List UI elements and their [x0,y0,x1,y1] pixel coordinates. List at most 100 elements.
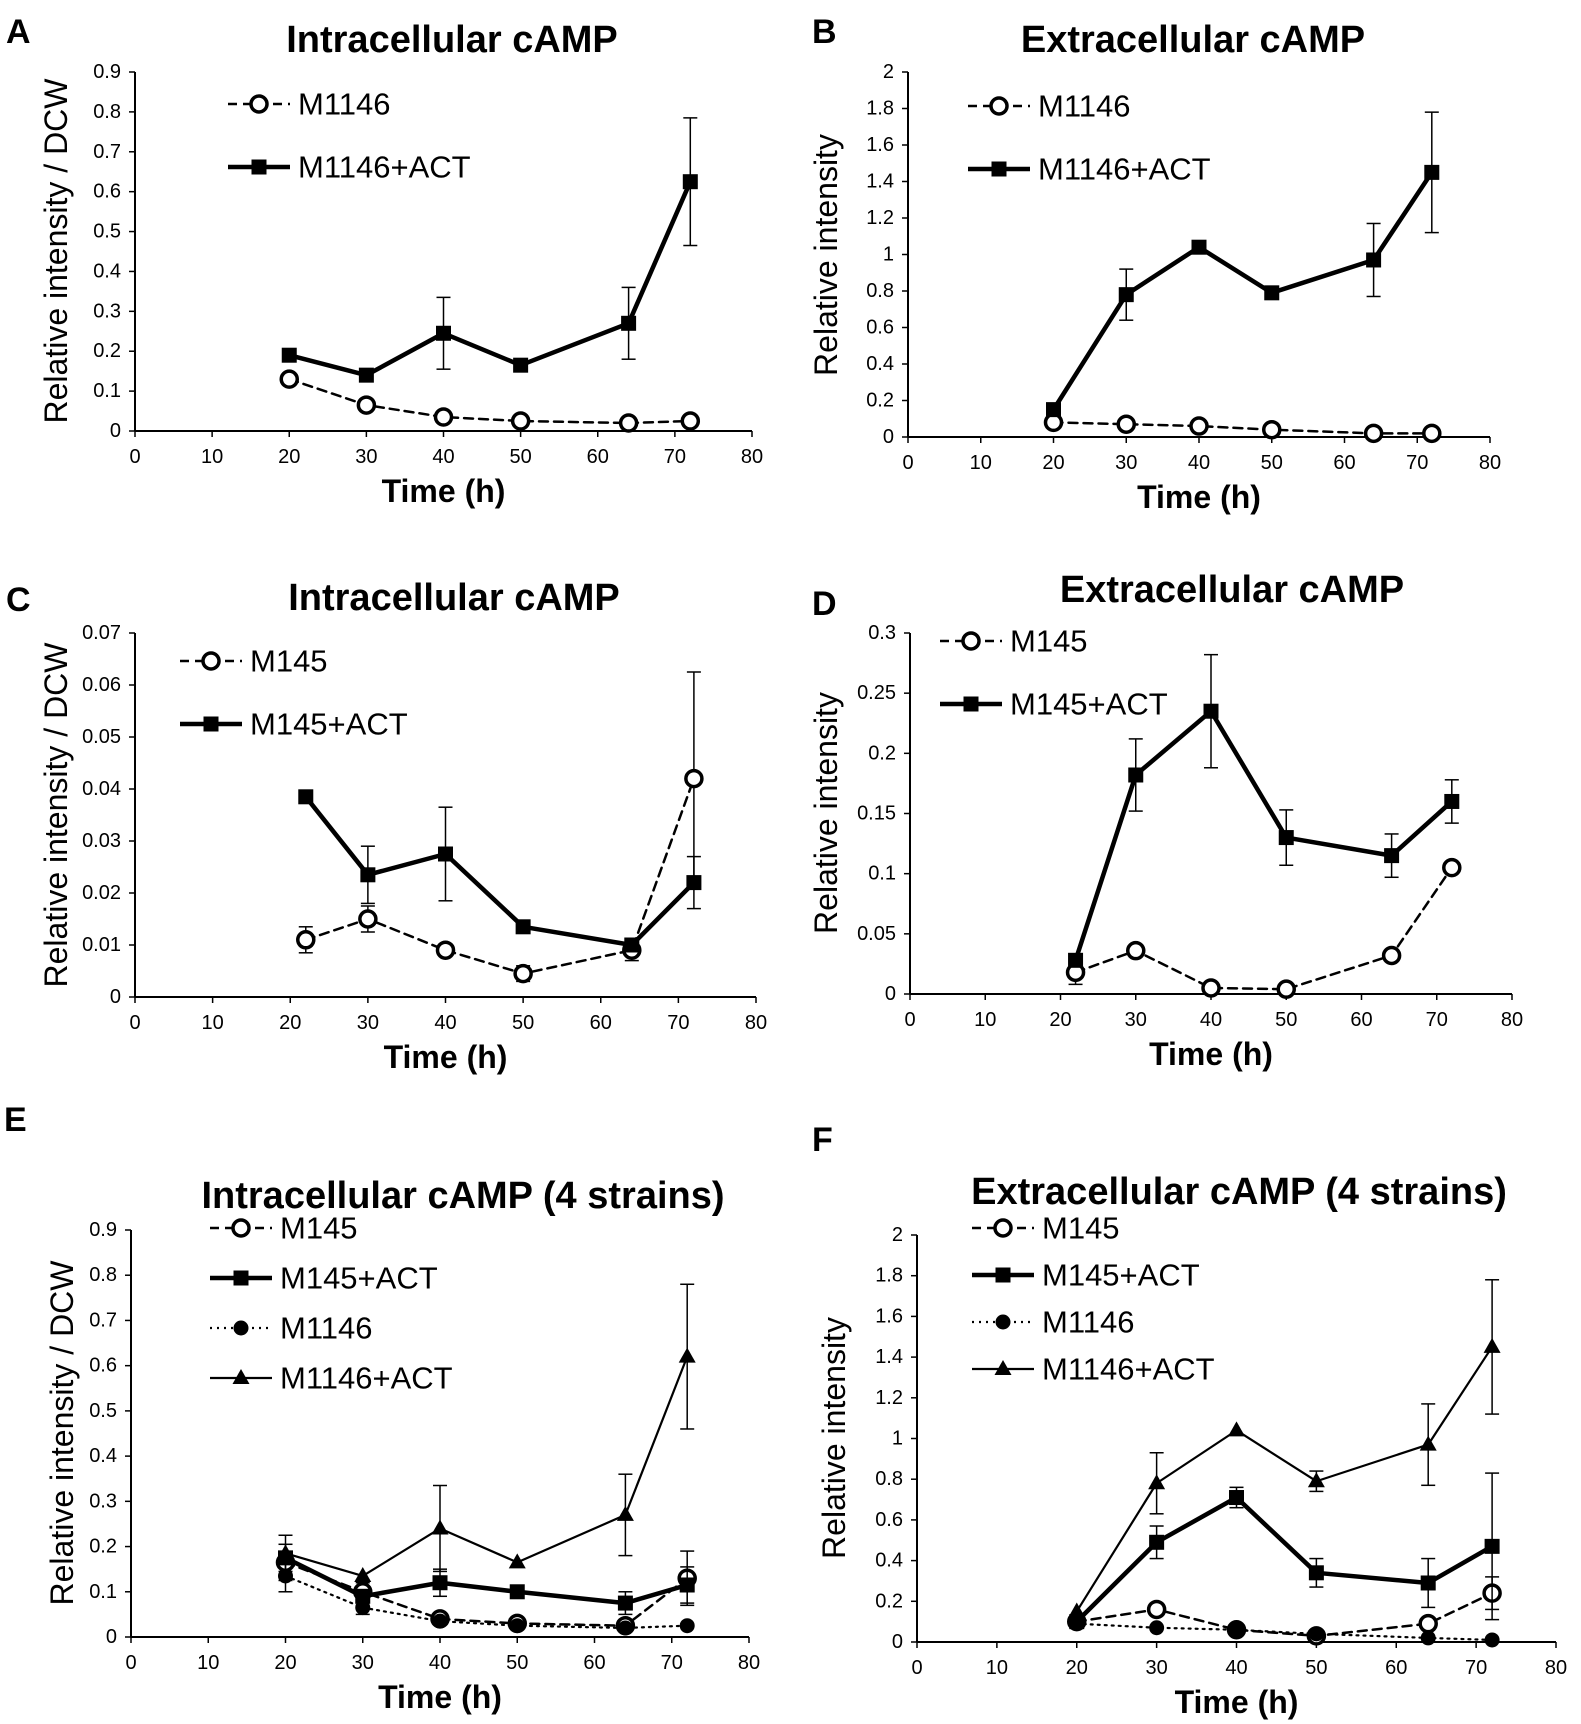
data-point [1278,830,1294,846]
data-point [515,919,531,935]
data-point [1126,940,1146,961]
legend-marker [994,1360,1012,1375]
x-tick-label: 10 [974,1009,996,1031]
data-point [279,369,299,389]
y-tick-label: 1.8 [866,98,894,120]
chart-panel-f: F Extracellular cAMP (4 strains) 0 0.2 0.4 0.… [812,1121,1567,1720]
y-tick-label: 0 [883,426,894,448]
x-tick-label: 80 [745,1012,767,1034]
y-tick-label: 0.8 [866,280,894,302]
series-m145-plus-act [298,789,702,953]
x-axis-title-c: Time (h) [384,1039,508,1075]
data-point [1068,1602,1086,1618]
data-point [1118,287,1134,303]
data-point [621,315,637,331]
x-tick-label: 60 [1333,452,1355,474]
data-point [1128,767,1144,783]
data-point [1442,857,1462,878]
y-tick-label: 0.03 [82,830,121,852]
data-point [510,411,531,431]
data-point [355,1600,371,1616]
y-tick-label: 1.6 [866,134,894,156]
data-point [1229,1622,1244,1638]
x-tick-label: 20 [279,1012,301,1034]
x-tick-label: 80 [738,1652,760,1674]
data-point [679,1577,695,1593]
legend-label: M145+ACT [250,707,408,742]
legend-label: M1146+ACT [1042,1352,1215,1387]
data-point [1418,1613,1438,1634]
data-point [277,1544,294,1560]
y-tick-label: 0.5 [93,221,121,243]
chart-panel-b: B Extracellular cAMP 0 0.2 0.4 0.6 0.8 1 1.2 1.4 1… [808,13,1501,515]
data-point [358,367,374,383]
data-point [1307,1472,1325,1488]
legend-marker [233,1320,249,1336]
legend-marker [232,1369,250,1384]
x-tick-label: 0 [125,1652,136,1674]
data-point [680,411,701,431]
data-point [1149,1620,1165,1636]
legend-marker [989,96,1009,116]
series-line [1073,708,1455,963]
y-tick-label: 0 [106,1626,117,1648]
y-tick-label: 0 [885,983,896,1005]
series-line [283,1555,690,1606]
y-tick-label: 0.6 [875,1509,903,1531]
series-m1146-plus-act [281,117,698,383]
data-point [1146,1599,1167,1620]
series-m145 [1065,857,1462,999]
y-tick-label: 0.2 [875,1590,903,1612]
legend-label: M1146+ACT [298,150,471,185]
x-tick-label: 30 [1125,1009,1147,1031]
x-tick-label: 50 [1261,452,1283,474]
y-axis-title-f: Relative intensity [816,1317,852,1559]
x-tick-label: 0 [911,1657,922,1679]
chart-title-e: Intracellular cAMP (4 strains) [201,1175,724,1217]
series-m145-plus-act [278,1550,695,1616]
series-m1146-plus-act [277,1283,696,1582]
legend-label: M1146+ACT [1038,152,1211,187]
data-point [617,1620,633,1636]
data-point [435,940,456,960]
panel-letter-f: F [812,1121,833,1159]
y-tick-label: 1.6 [875,1305,903,1327]
data-point [1201,978,1221,998]
y-tick-label: 0.8 [875,1468,903,1490]
data-point [1276,979,1296,999]
x-tick-label: 10 [970,452,992,474]
y-tick-label: 0.6 [866,317,894,339]
series-line [304,777,696,975]
y-tick-label: 0.07 [82,622,121,644]
x-axis-title-a: Time (h) [382,473,506,509]
series-line [287,179,693,378]
x-tick-label: 10 [202,1012,224,1034]
legend-label: M1146 [298,87,391,122]
panel-letter-a: A [6,13,31,51]
y-axis-title-c: Relative intensity / DCW [38,642,74,988]
x-tick-label: 20 [1042,452,1064,474]
y-tick-label: 0.04 [82,778,121,800]
data-point [1191,239,1207,255]
y-tick-label: 0.1 [89,1581,117,1603]
data-point [436,325,451,341]
x-tick-label: 60 [590,1012,612,1034]
x-tick-label: 40 [432,446,454,468]
x-tick-label: 70 [664,446,686,468]
data-point [1262,419,1282,440]
y-tick-label: 0.4 [89,1445,117,1467]
data-point [360,867,376,883]
series-m1146 [1069,1616,1500,1648]
y-axis-title-d: Relative intensity [808,692,844,934]
data-point [1228,1421,1245,1437]
series-m145-plus-act [1069,1472,1500,1630]
series-line [1074,866,1454,991]
legend-label: M1146+ACT [280,1361,453,1396]
data-point [1203,703,1219,719]
data-point [354,1566,372,1582]
data-point [1420,1575,1436,1591]
x-tick-label: 50 [512,1012,534,1034]
legend-marker [203,716,219,732]
x-axis-title-e: Time (h) [378,1679,502,1715]
x-tick-label: 40 [1188,452,1210,474]
